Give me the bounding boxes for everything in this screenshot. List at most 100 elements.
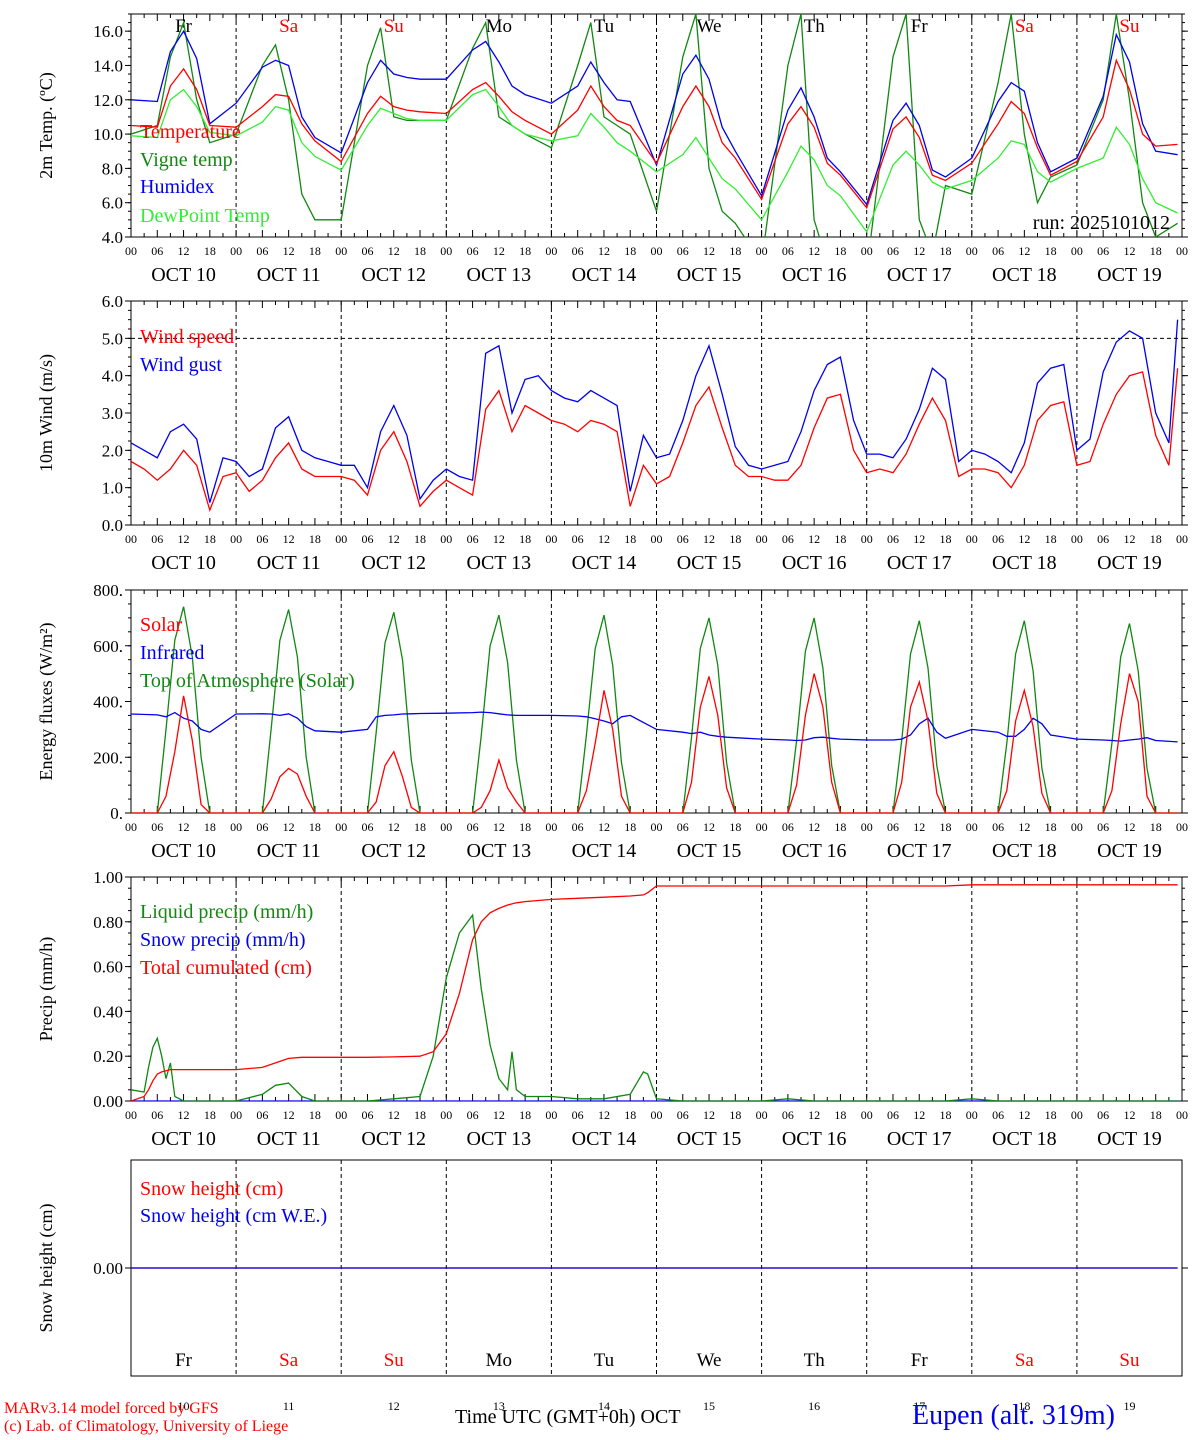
day-of-week-label: Su (384, 16, 405, 37)
hour-label: 18 (834, 1108, 846, 1122)
legend-entry: Top of Atmosphere (Solar) (140, 670, 355, 692)
hour-label: 12 (808, 820, 820, 834)
y-tick-label: 0.80 (93, 913, 123, 932)
date-label: OCT 14 (572, 840, 637, 862)
hour-label: 00 (545, 244, 557, 258)
panel-1: 4.0 6.0 8.0 10.0 12.0 14.0 16.0 2m Temp. (ºC) 00… (36, 13, 1188, 286)
hour-label: 12 (493, 244, 505, 258)
date-label: OCT 19 (1097, 840, 1162, 862)
hour-label: 18 (204, 1108, 216, 1122)
date-label: OCT 17 (887, 840, 952, 862)
y-tick-label: 4.0 (102, 228, 123, 247)
hour-label: 18 (414, 1108, 426, 1122)
hour-label: 00 (861, 820, 873, 834)
hour-label: 06 (151, 820, 163, 834)
date-label: OCT 13 (467, 264, 532, 286)
hour-label: 12 (178, 532, 190, 546)
hour-label: 18 (940, 244, 952, 258)
day-of-week-label: Su (1119, 1350, 1140, 1371)
hour-label: 12 (388, 244, 400, 258)
day-of-week-label: Sa (1015, 16, 1035, 37)
hour-label: 06 (677, 820, 689, 834)
hour-label: 00 (861, 532, 873, 546)
day-number-label: 15 (703, 1399, 715, 1413)
y-tick-label: 8.0 (102, 159, 123, 178)
series-line-infrared (131, 711, 1178, 743)
date-label: OCT 17 (887, 1128, 952, 1150)
hour-label: 06 (782, 532, 794, 546)
hour-label: 00 (230, 820, 242, 834)
hour-label: 06 (992, 244, 1004, 258)
day-of-week-label: Mo (486, 16, 512, 37)
hour-label: 18 (940, 532, 952, 546)
x-axis-title: Time UTC (GMT+0h) OCT (455, 1406, 681, 1429)
hour-label: 00 (966, 820, 978, 834)
date-label: OCT 15 (677, 1128, 742, 1150)
x-axis-month: OCT (640, 1406, 681, 1428)
hour-label: 18 (729, 244, 741, 258)
date-label: OCT 11 (257, 552, 321, 574)
y-tick-label: 800. (93, 581, 123, 600)
hour-label: 00 (125, 244, 137, 258)
y-axis-label: 10m Wind (m/s) (36, 354, 57, 472)
hour-label: 18 (1150, 820, 1162, 834)
y-tick-label: 0.00 (93, 1092, 123, 1111)
legend-entry: Snow height (cm W.E.) (140, 1205, 327, 1227)
hour-label: 06 (992, 1108, 1004, 1122)
hour-label: 00 (335, 1108, 347, 1122)
series-line-total-cumulated-cm (131, 884, 1178, 1101)
hour-label: 18 (309, 532, 321, 546)
date-label: OCT 13 (467, 1128, 532, 1150)
hour-label: 18 (414, 244, 426, 258)
hour-label: 06 (782, 1108, 794, 1122)
hour-label: 18 (1150, 1108, 1162, 1122)
hour-label: 00 (651, 244, 663, 258)
hour-label: 12 (913, 1108, 925, 1122)
hour-label: 00 (756, 1108, 768, 1122)
y-tick-label: 0.20 (93, 1047, 123, 1066)
series-line-vigne-temp (131, 14, 1178, 237)
y-tick-label: 0.0 (102, 516, 123, 535)
hour-label: 00 (440, 1108, 452, 1122)
hour-label: 06 (1097, 532, 1109, 546)
hour-label: 18 (940, 820, 952, 834)
hour-label: 00 (1071, 820, 1083, 834)
legend-entry: Snow precip (mm/h) (140, 929, 306, 951)
hour-label: 12 (598, 1108, 610, 1122)
y-tick-label: 10.0 (93, 125, 123, 144)
hour-label: 12 (703, 820, 715, 834)
panel-3: 0. 200. 400. 600. 800. Energy fluxes (W/m²) 00… (36, 581, 1188, 862)
legend-entry: Liquid precip (mm/h) (140, 901, 313, 923)
hour-label: 00 (651, 1108, 663, 1122)
date-label: OCT 17 (887, 264, 952, 286)
day-of-week-label: Sa (279, 16, 299, 37)
hour-label: 18 (309, 820, 321, 834)
hour-label: 18 (1150, 244, 1162, 258)
date-label: OCT 14 (572, 264, 637, 286)
hour-label: 06 (467, 1108, 479, 1122)
day-number-label: 14 (598, 1399, 610, 1413)
y-tick-label: 2.0 (102, 441, 123, 460)
model-credit: MARv3.14 model forced by GFS (c) Lab. of… (4, 1400, 288, 1436)
hour-label: 12 (283, 244, 295, 258)
hour-label: 00 (1071, 244, 1083, 258)
hour-label: 18 (729, 1108, 741, 1122)
hour-label: 06 (887, 244, 899, 258)
hour-label: 12 (1018, 820, 1030, 834)
panel-2: 0.0 1.0 2.0 3.0 4.0 5.0 6.0 10m Wind (m/s) 00 06 1… (36, 292, 1188, 574)
day-number-label: 16 (808, 1399, 820, 1413)
hour-label: 00 (335, 244, 347, 258)
day-of-week-label: We (697, 16, 722, 37)
date-label: OCT 11 (257, 840, 321, 862)
hour-label: 06 (887, 820, 899, 834)
date-label: OCT 18 (992, 264, 1057, 286)
hour-label: 00 (335, 532, 347, 546)
date-label: OCT 18 (992, 1128, 1057, 1150)
panel-4: 0.00 0.20 0.40 0.60 0.80 1.00 Precip (mm/h) 00 0… (36, 868, 1188, 1150)
date-label: OCT 12 (361, 1128, 426, 1150)
hour-label: 12 (388, 1108, 400, 1122)
day-of-week-label: Tu (594, 16, 615, 37)
hour-label: 06 (361, 532, 373, 546)
day-number-label: 10 (178, 1399, 190, 1413)
run-annotation: run: 2025101012 (1033, 212, 1170, 234)
